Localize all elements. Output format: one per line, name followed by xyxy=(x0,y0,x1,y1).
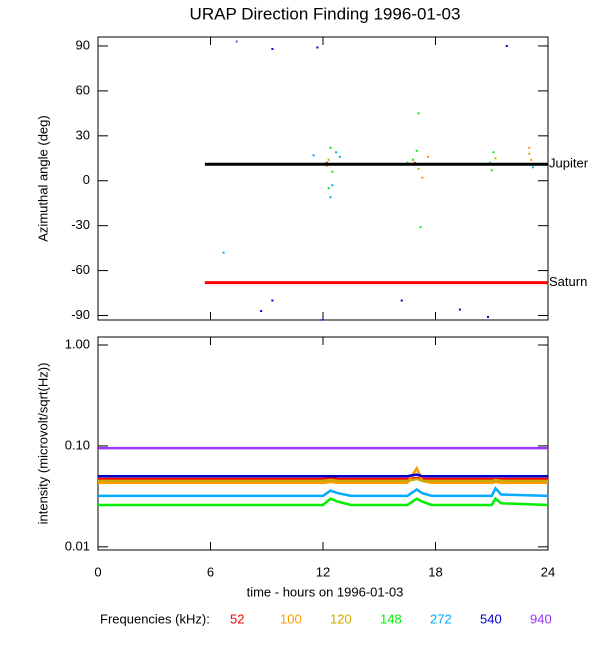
legend-entry: 272 xyxy=(430,611,452,626)
point xyxy=(329,146,332,149)
x-tick-label: 24 xyxy=(541,564,555,579)
y-axis-label: intensity (microvolt/sqrt(Hz)) xyxy=(35,363,50,525)
legend-entry: 940 xyxy=(530,611,552,626)
series-line xyxy=(98,496,549,507)
legend-entry: 148 xyxy=(380,611,402,626)
point xyxy=(271,47,274,50)
point xyxy=(329,196,332,199)
legend-entry: 100 xyxy=(280,611,302,626)
point xyxy=(338,155,341,158)
point xyxy=(427,155,429,158)
point xyxy=(260,310,263,313)
point xyxy=(312,154,315,157)
point xyxy=(327,158,330,161)
point xyxy=(532,166,534,169)
point xyxy=(490,169,493,172)
series-line xyxy=(98,473,548,478)
legend-entry: 540 xyxy=(480,611,502,626)
y-tick-label: -90 xyxy=(71,307,90,322)
point xyxy=(335,151,338,154)
y-tick-label: 90 xyxy=(76,37,90,52)
point xyxy=(222,251,225,254)
point xyxy=(528,152,531,155)
y-tick-label: -30 xyxy=(71,217,90,232)
legend-entry: 52 xyxy=(230,611,244,626)
point xyxy=(417,112,420,115)
point xyxy=(271,299,274,302)
x-tick-label: 0 xyxy=(94,564,101,579)
legend-title: Frequencies (kHz): xyxy=(100,611,210,626)
point xyxy=(528,146,531,149)
x-tick-label: 6 xyxy=(207,564,214,579)
point xyxy=(331,184,334,187)
point xyxy=(458,308,461,311)
point xyxy=(505,44,508,47)
point xyxy=(487,316,489,319)
point xyxy=(316,46,319,49)
series-line xyxy=(98,477,548,483)
point xyxy=(412,158,414,161)
point xyxy=(235,40,238,43)
series-line xyxy=(98,486,549,498)
top-frame xyxy=(97,36,549,321)
bottom-frame xyxy=(97,336,549,551)
series-line xyxy=(98,476,548,481)
reference-label: Jupiter xyxy=(549,156,589,171)
legend-entry: 120 xyxy=(330,611,352,626)
point xyxy=(530,158,533,161)
point xyxy=(415,149,418,152)
x-axis-label: time - hours on 1996-01-03 xyxy=(247,584,404,599)
y-axis-label: Azimuthal angle (deg) xyxy=(35,115,50,241)
series-line xyxy=(98,465,548,485)
y-tick-label: 0 xyxy=(83,172,90,187)
point xyxy=(492,151,495,154)
point xyxy=(419,226,422,229)
x-tick-label: 18 xyxy=(428,564,442,579)
chart-title: URAP Direction Finding 1996-01-03 xyxy=(190,4,461,23)
y-tick-label: 1.00 xyxy=(65,336,90,351)
point xyxy=(494,157,497,160)
y-tick-label: 60 xyxy=(76,82,90,97)
y-tick-label: 30 xyxy=(76,127,90,142)
y-tick-label: 0.01 xyxy=(65,538,90,553)
x-tick-label: 12 xyxy=(316,564,330,579)
point xyxy=(421,176,424,179)
y-tick-label: 0.10 xyxy=(65,437,90,452)
point xyxy=(400,299,403,302)
reference-label: Saturn xyxy=(549,274,587,289)
y-tick-label: -60 xyxy=(71,262,90,277)
point xyxy=(327,187,330,190)
point xyxy=(320,319,323,321)
point xyxy=(417,167,420,170)
point xyxy=(331,170,334,173)
